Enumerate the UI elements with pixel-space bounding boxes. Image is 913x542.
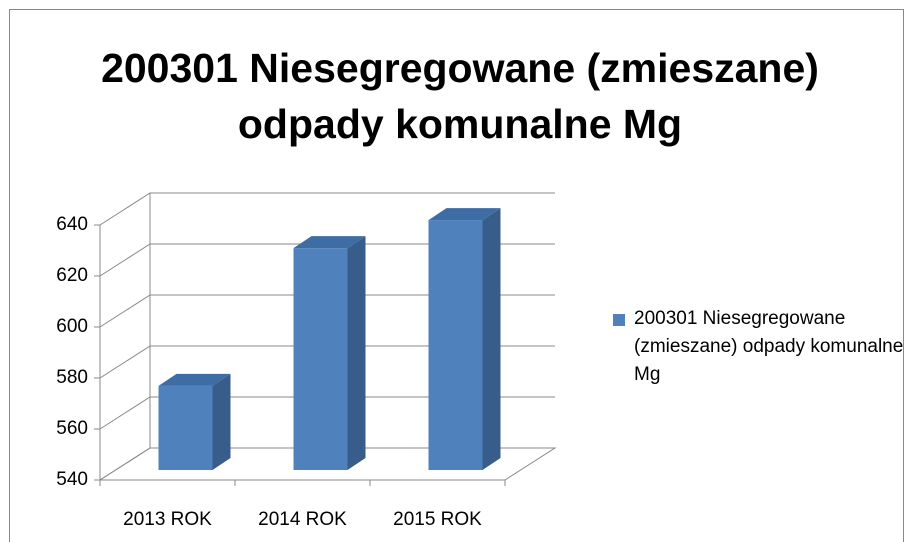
legend-label: 200301 Niesegregowane (zmieszane) odpady… — [634, 308, 904, 385]
x-tick-label: 2014 ROK — [258, 509, 347, 530]
back-wall-edge — [99, 193, 151, 481]
y-tick-label: 560 — [56, 418, 88, 439]
legend-key — [613, 314, 625, 326]
chart-title: 200301 Niesegregowane (zmieszane) odpady… — [101, 45, 819, 147]
bar-top — [428, 208, 501, 221]
bar-front — [293, 248, 348, 470]
y-tick-label: 640 — [56, 214, 88, 235]
grid-line — [99, 345, 555, 379]
grid-line — [99, 294, 555, 328]
bar-side — [212, 373, 231, 470]
x-tick-label: 2015 ROK — [393, 509, 482, 530]
bar-front — [158, 385, 213, 470]
x-tick-label: 2013 ROK — [123, 509, 212, 530]
bar-top — [293, 236, 366, 249]
bar-side — [347, 236, 366, 470]
grid-line — [99, 396, 555, 430]
bar-front — [428, 220, 483, 470]
grid-line — [99, 243, 555, 277]
chart-frame — [9, 9, 904, 542]
y-tick-label: 580 — [56, 367, 88, 388]
bar-side — [482, 208, 501, 470]
grid-line — [99, 192, 555, 226]
grid-line — [99, 447, 555, 481]
y-tick-label: 600 — [56, 316, 88, 337]
bar-top — [158, 373, 231, 386]
y-tick-label: 620 — [56, 265, 88, 286]
y-tick-label: 540 — [56, 469, 88, 490]
